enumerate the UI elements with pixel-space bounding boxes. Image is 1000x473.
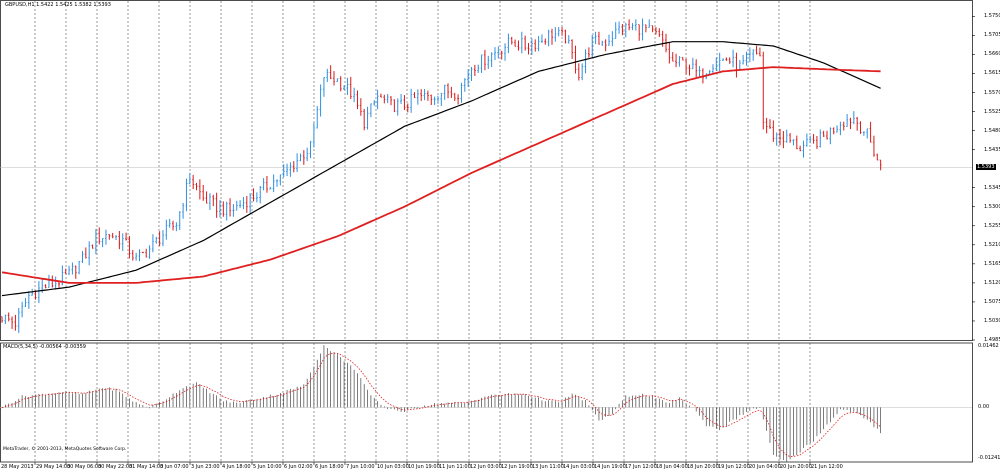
price-tick-label: 1.5165 xyxy=(984,260,1000,267)
time-tick-label: 30 May 22:00 xyxy=(98,464,133,470)
time-tick-label: 3 Jun 23:00 xyxy=(191,464,220,470)
time-tick-label: 13 Jun 11:00 xyxy=(532,464,564,470)
current-price-tag: 1.5393 xyxy=(976,164,996,171)
time-tick-label: 18 Jun 04:00 xyxy=(656,464,688,470)
time-tick-label: 14 Jun 19:00 xyxy=(594,464,626,470)
price-bars xyxy=(1,18,882,333)
time-tick-label: 7 Jun 10:00 xyxy=(346,464,375,470)
time-tick-label: 12 Jun 03:00 xyxy=(470,464,502,470)
macd-tick-label: 0.00 xyxy=(978,404,990,411)
price-tick-label: 1.5705 xyxy=(984,32,1000,39)
ma-fast-line xyxy=(1,41,881,297)
time-tick-label: 4 Jun 18:00 xyxy=(222,464,251,470)
time-tick-label: 6 Jun 02:00 xyxy=(284,464,313,470)
macd-panel-border xyxy=(0,342,973,463)
time-tick-label: 10 Jun 19:00 xyxy=(408,464,440,470)
time-tick-label: 28 May 2013 xyxy=(1,464,34,470)
time-tick-label: 5 Jun 10:00 xyxy=(253,464,282,470)
price-tick-label: 1.5075 xyxy=(984,298,1000,305)
macd-signal-line xyxy=(1,352,881,458)
macd-tick-label: -0.01241 xyxy=(978,455,1000,461)
time-tick-label: 21 Jun 12:00 xyxy=(811,464,843,470)
price-tick-label: 1.5210 xyxy=(984,241,1000,248)
price-tick-label: 1.5525 xyxy=(984,108,1000,115)
time-tick-label: 18 Jun 20:00 xyxy=(687,464,719,470)
price-tick-label: 1.5660 xyxy=(984,51,1000,58)
copyright-footer: MetaTrader, © 2001-2013, MetaQuotes Soft… xyxy=(3,447,127,452)
time-tick-label: 31 May 14:00 xyxy=(129,464,164,470)
time-tick-label: 14 Jun 03:00 xyxy=(563,464,595,470)
time-tick-label: 20 Jun 04:00 xyxy=(749,464,781,470)
symbol-header: GBPUSD,H1 1.5422 1.5425 1.5382 1.5393 xyxy=(5,2,111,8)
time-tick-label: 20 Jun 20:00 xyxy=(780,464,812,470)
price-tick-label: 1.4985 xyxy=(984,337,1000,343)
price-tick-label: 1.5435 xyxy=(984,146,1000,153)
price-tick-label: 1.5120 xyxy=(984,279,1000,286)
price-tick-label: 1.5345 xyxy=(984,184,1000,191)
moving-averages xyxy=(1,41,881,297)
time-tick-label: 3 Jun 07:00 xyxy=(160,464,189,470)
time-tick-label: 11 Jun 11:00 xyxy=(439,464,471,470)
time-tick-label: 30 May 06:00 xyxy=(67,464,102,470)
axes xyxy=(34,16,975,465)
price-tick-label: 1.5255 xyxy=(984,222,1000,229)
time-tick-label: 29 May 14:00 xyxy=(36,464,71,470)
price-tick-label: 1.5480 xyxy=(984,127,1000,134)
macd-label: MACD(5,34,5) -0.00564 -0.00359 xyxy=(3,344,86,350)
time-tick-label: 12 Jun 19:00 xyxy=(501,464,533,470)
ma-slow-line xyxy=(1,66,881,284)
time-tick-label: 17 Jun 12:00 xyxy=(625,464,657,470)
time-tick-label: 19 Jun 12:00 xyxy=(718,464,750,470)
price-tick-label: 1.5615 xyxy=(984,70,1000,77)
main-panel-border xyxy=(0,0,973,341)
time-tick-label: 6 Jun 18:00 xyxy=(315,464,344,470)
price-tick-label: 1.5030 xyxy=(984,317,1000,324)
macd-histogram xyxy=(1,345,881,462)
price-tick-label: 1.5570 xyxy=(984,89,1000,96)
price-tick-label: 1.5300 xyxy=(984,203,1000,210)
price-tick-label: 1.5750 xyxy=(984,13,1000,20)
macd-tick-label: 0.01462 xyxy=(978,343,999,349)
time-tick-label: 10 Jun 03:00 xyxy=(377,464,409,470)
